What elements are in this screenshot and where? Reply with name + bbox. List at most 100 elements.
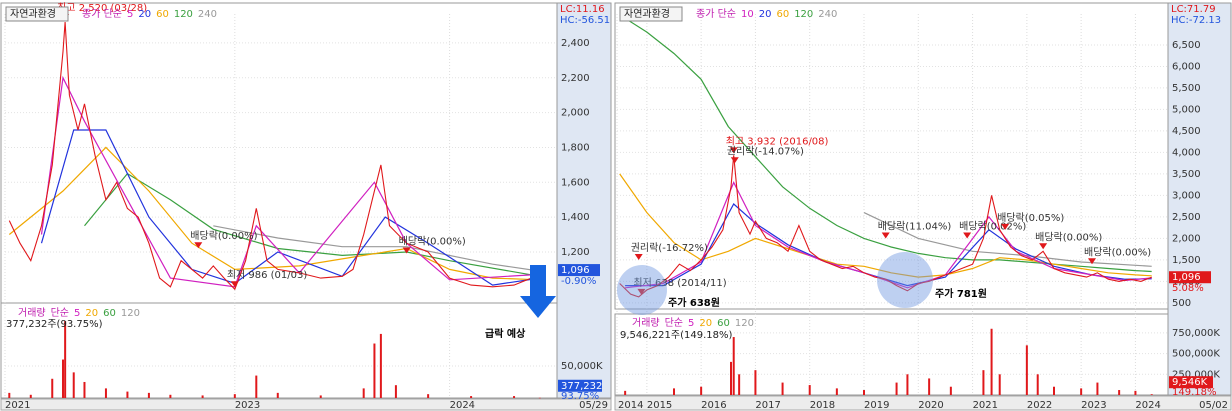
lc: LC:11.16 <box>560 4 605 15</box>
last-date: 05/02 <box>1199 400 1228 411</box>
highlight <box>617 265 667 315</box>
volume-bar <box>64 321 67 398</box>
volume-bar <box>538 397 541 399</box>
y-tick-label: 2,500 <box>1172 212 1201 223</box>
x-tick-label: 2016 <box>701 400 726 411</box>
annotation: 권리락(-16.72%) <box>631 242 708 254</box>
volume-bar <box>255 375 258 398</box>
volume-bar <box>104 388 107 398</box>
volume-bar <box>126 391 129 398</box>
volume-bar <box>895 382 898 395</box>
volume-prefix: 단순 <box>51 307 69 319</box>
ma-line <box>619 173 1152 278</box>
volume-bar <box>949 386 952 395</box>
x-tick-label: 2014 <box>618 400 643 411</box>
volume-legend-entry: 20 <box>699 318 712 329</box>
y-tick-label: 1,600 <box>561 177 590 188</box>
x-tick-label: 2021 <box>973 400 998 411</box>
legend-entry: 240 <box>198 9 217 20</box>
volume-bar <box>1134 390 1137 395</box>
down-arrow <box>520 265 556 318</box>
volume-bar <box>1150 394 1153 395</box>
volume-bar <box>982 370 985 395</box>
volume-bar <box>362 388 365 398</box>
y-tick-label: 1,400 <box>561 212 590 223</box>
volume-bar <box>863 390 865 395</box>
hc: HC:-72.13 <box>1171 15 1221 26</box>
volume-legend-entry: 20 <box>85 308 98 319</box>
volume-bar <box>998 374 1001 395</box>
price-line <box>619 155 1152 298</box>
annotation: 배당락(0.05%) <box>997 212 1064 224</box>
volume-legend-entry: 120 <box>121 308 140 319</box>
volume-bar <box>169 394 172 398</box>
ma-line <box>40 75 536 288</box>
legend-entry: 5 <box>127 9 133 20</box>
lc: LC:71.79 <box>1171 4 1216 15</box>
y-tick-label: 50,000K <box>561 361 603 372</box>
volume-bar <box>1118 390 1121 395</box>
volume-bar <box>147 392 150 398</box>
volume-bar <box>732 337 735 395</box>
last-volume: 377,232 <box>561 381 602 392</box>
annotation-marker <box>230 281 239 288</box>
last-price-box <box>558 264 600 277</box>
price-line <box>8 21 541 291</box>
annotation: 배당락(0.00%) <box>1035 231 1102 243</box>
annotation-marker <box>1088 258 1096 265</box>
volume-bar <box>738 374 741 395</box>
y-tick-label: 2,000 <box>561 108 590 119</box>
legend-entry: 60 <box>156 9 169 20</box>
annotation-marker <box>1001 223 1010 230</box>
volume-bar <box>730 361 732 395</box>
volume-summary: 9,546,221주(149.18%) <box>620 330 732 341</box>
x-tick-label: 2015 <box>647 400 672 411</box>
annotation-marker <box>730 157 739 164</box>
axis-column <box>556 2 612 399</box>
x-tick-label: 2021 <box>5 400 30 411</box>
last-date: 05/29 <box>579 400 608 411</box>
volume-bar <box>513 396 516 398</box>
y-tick-label: 2,000 <box>1172 233 1201 244</box>
volume-ratio: 149.18% <box>1172 387 1217 398</box>
annotation: 최저 638 (2014/11) <box>633 277 726 289</box>
note: 주가 781원 <box>935 287 987 300</box>
x-tick-label: 2018 <box>810 400 835 411</box>
date-strip <box>614 395 1232 411</box>
ma-line <box>8 146 540 281</box>
x-tick-label: 2024 <box>1135 400 1160 411</box>
legend-entry: 60 <box>776 9 789 20</box>
last-price: 1,096 <box>1172 272 1201 283</box>
stock-name: 자연과환경 <box>10 7 56 20</box>
volume-legend-entry: 120 <box>735 318 754 329</box>
annotation: 권리락(-14.07%) <box>727 145 804 157</box>
volume-legend: 거래량 단순 5 20 60 120 <box>18 307 140 319</box>
legend-entry: 10 <box>741 9 754 20</box>
volume-bar <box>754 370 757 395</box>
y-tick-label: 3,500 <box>1172 169 1201 180</box>
annotation: 배당락(0.00%) <box>399 235 466 247</box>
y-tick-label: 6,500 <box>1172 40 1201 51</box>
hc: HC:-56.51 <box>560 15 610 26</box>
volume-bar <box>51 378 54 398</box>
volume-ratio: 93.75% <box>561 391 599 402</box>
legend-prefix: 종가 단순 <box>696 8 736 20</box>
volume-summary: 377,232주(93.75%) <box>6 319 103 330</box>
stock-box <box>5 6 69 22</box>
last-volume-box <box>1169 376 1213 389</box>
volume-panel <box>614 313 1169 396</box>
ma-line <box>40 129 540 286</box>
volume-bar <box>61 359 64 398</box>
volume-bar <box>781 382 784 395</box>
highlight <box>877 252 933 308</box>
annotation-marker <box>729 147 738 154</box>
volume-bar <box>1036 374 1039 395</box>
y-tick-label: 5,000 <box>1172 104 1201 115</box>
annotation: 배당락(0.02%) <box>959 221 1026 233</box>
annotation-marker <box>402 247 411 254</box>
legend-entry: 120 <box>794 9 813 20</box>
volume-name: 거래량 <box>18 307 46 319</box>
annotation: 배당락(11.04%) <box>878 221 952 233</box>
y-tick-label: 6,000 <box>1172 61 1201 72</box>
